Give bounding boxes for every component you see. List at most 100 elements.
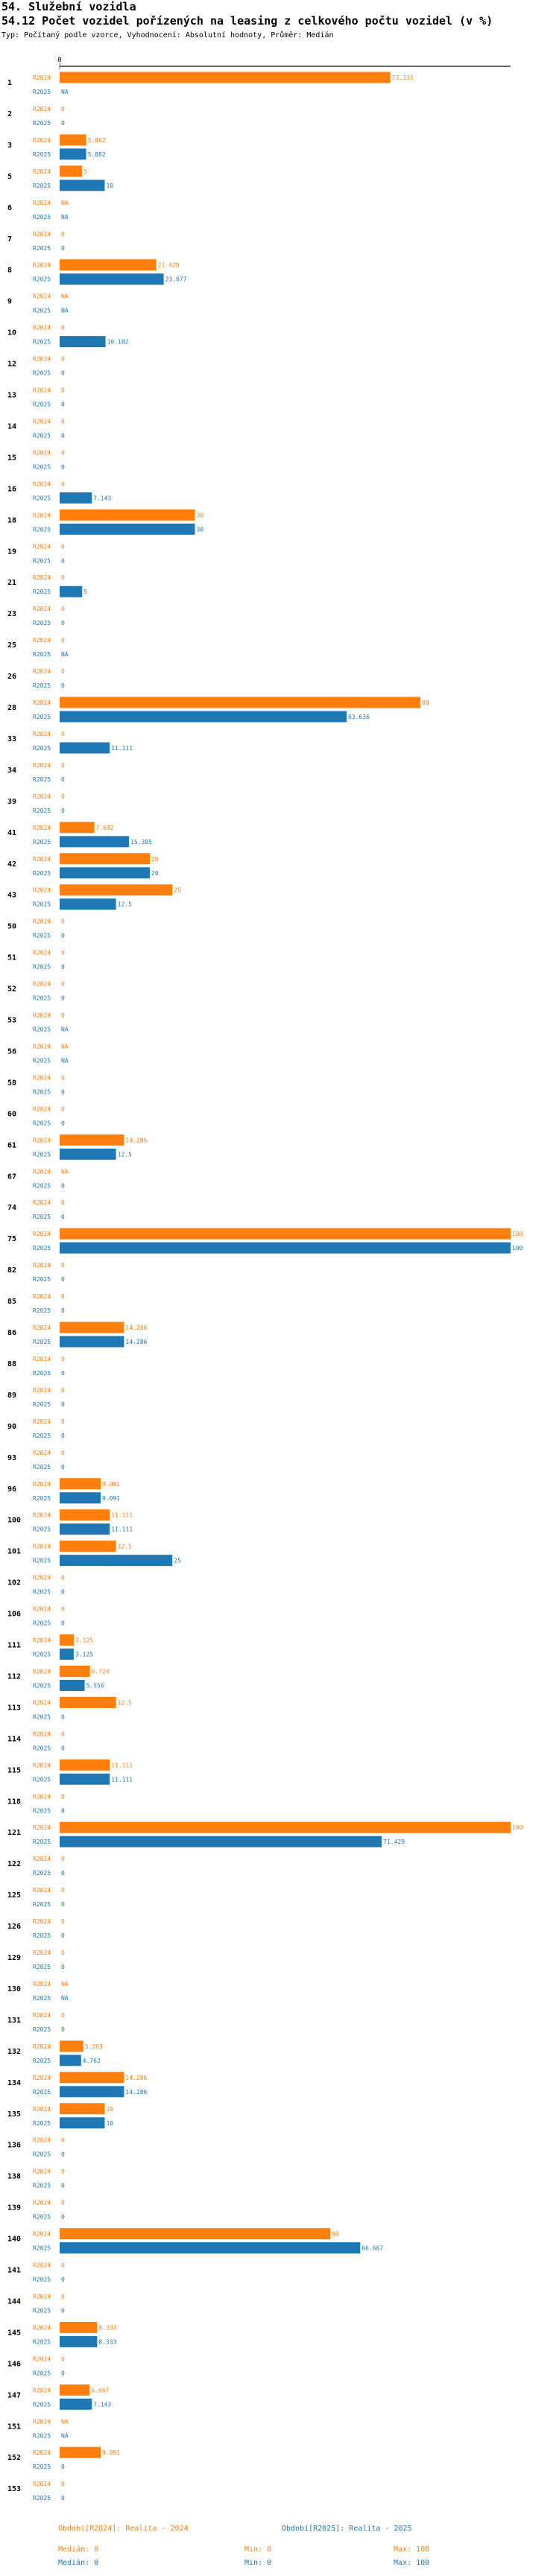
series-label: R2025 — [33, 995, 51, 1002]
series-label: R2024 — [33, 2355, 51, 2362]
data-label: 0 — [61, 776, 65, 783]
series-label: R2024 — [33, 919, 51, 925]
data-label: 25 — [174, 887, 181, 894]
series-label: R2025 — [33, 557, 51, 564]
series-label: R2024 — [33, 231, 51, 238]
series-label: R2025 — [33, 120, 51, 127]
data-label: 0 — [61, 1589, 65, 1596]
bar — [60, 1555, 173, 1567]
series-label: R2024 — [33, 1918, 51, 1925]
category-label: 115 — [7, 1766, 21, 1774]
data-label: 0 — [61, 1901, 65, 1908]
series-label: R2025 — [33, 1620, 51, 1627]
bar — [60, 2055, 81, 2066]
bar — [60, 1509, 110, 1521]
series-label: R2024 — [33, 2387, 51, 2393]
series-label: R2024 — [33, 1231, 51, 1237]
data-label: 5.882 — [88, 137, 106, 144]
data-label: 0 — [61, 2277, 65, 2283]
data-label: NA — [61, 1057, 69, 1064]
bar — [60, 72, 391, 83]
data-label: 5 — [83, 589, 87, 595]
category-label: 113 — [7, 1704, 21, 1712]
category-label: 67 — [7, 1173, 16, 1181]
bar — [60, 2398, 92, 2410]
data-label: 0 — [61, 682, 65, 689]
data-label: 0 — [61, 449, 65, 456]
data-label: 0 — [61, 1450, 65, 1456]
series-label: R2024 — [33, 1668, 51, 1675]
series-label: R2024 — [33, 2169, 51, 2175]
bar — [60, 2117, 105, 2129]
category-label: 75 — [7, 1235, 16, 1243]
data-label: 0 — [61, 245, 65, 252]
category-label: 41 — [7, 829, 16, 837]
data-label: 15.385 — [130, 839, 152, 846]
series-label: R2024 — [33, 637, 51, 644]
series-label: R2025 — [33, 1652, 51, 1658]
category-label: 19 — [7, 548, 16, 556]
data-label: 0 — [61, 418, 65, 425]
bar — [60, 148, 86, 160]
series-label: R2025 — [33, 714, 51, 720]
data-label: 0 — [61, 2495, 65, 2502]
data-label: 5.882 — [88, 151, 106, 158]
series-label: R2025 — [33, 308, 51, 314]
category-label: 106 — [7, 1611, 21, 1619]
series-label: R2025 — [33, 2089, 51, 2096]
bar — [60, 180, 105, 191]
category-label: 138 — [7, 2173, 21, 2181]
data-label: 0 — [61, 480, 65, 487]
category-label: 15 — [7, 454, 16, 462]
data-label: 0 — [61, 1120, 65, 1126]
data-label: 3.125 — [75, 1652, 93, 1658]
category-label: 33 — [7, 735, 16, 743]
chart-subtitle: Typ: Počítaný podle vzorce, Vyhodnocení:… — [1, 31, 334, 39]
data-label: 25 — [174, 1558, 181, 1564]
category-label: 50 — [7, 923, 16, 931]
bar — [60, 586, 83, 597]
series-label: R2024 — [33, 2324, 51, 2331]
data-label: NA — [61, 1168, 69, 1175]
series-label: R2024 — [33, 1262, 51, 1269]
data-label: 0 — [61, 1262, 65, 1269]
series-label: R2025 — [33, 1088, 51, 1095]
category-label: 6 — [7, 204, 12, 212]
series-label: R2024 — [33, 2231, 51, 2238]
category-label: 129 — [7, 1954, 21, 1962]
data-label: 7.143 — [93, 2401, 111, 2408]
bar — [60, 134, 86, 146]
series-label: R2025 — [33, 214, 51, 221]
series-label: R2025 — [33, 2432, 51, 2439]
bar — [60, 1696, 116, 1708]
data-label: 5 — [83, 168, 87, 175]
data-label: 0 — [61, 1088, 65, 1095]
data-label: 71.429 — [383, 1839, 405, 1845]
category-label: 74 — [7, 1204, 16, 1212]
category-label: 146 — [7, 2360, 21, 2368]
bar — [60, 1242, 511, 1254]
r2025-median: Medián: 0 — [58, 2559, 99, 2567]
data-label: 11.111 — [111, 1762, 133, 1768]
bar — [60, 1523, 110, 1535]
category-label: 52 — [7, 986, 16, 994]
data-label: 20 — [151, 870, 159, 877]
data-label: 0 — [61, 1606, 65, 1613]
data-label: NA — [61, 294, 69, 300]
series-label: R2025 — [33, 808, 51, 814]
series-label: R2024 — [33, 606, 51, 612]
category-label: 34 — [7, 767, 16, 775]
series-label: R2025 — [33, 2370, 51, 2376]
data-label: NA — [61, 1043, 69, 1050]
bar — [60, 1478, 101, 1490]
data-label: 0 — [61, 402, 65, 408]
category-label: 25 — [7, 641, 16, 650]
series-label: R2025 — [33, 1057, 51, 1064]
series-label: R2024 — [33, 2012, 51, 2019]
category-label: 18 — [7, 516, 16, 524]
bar — [60, 1228, 511, 1240]
category-label: 3 — [7, 142, 12, 150]
category-label: 23 — [7, 610, 16, 618]
series-label: R2024 — [33, 731, 51, 737]
data-label: 100 — [512, 1231, 523, 1237]
